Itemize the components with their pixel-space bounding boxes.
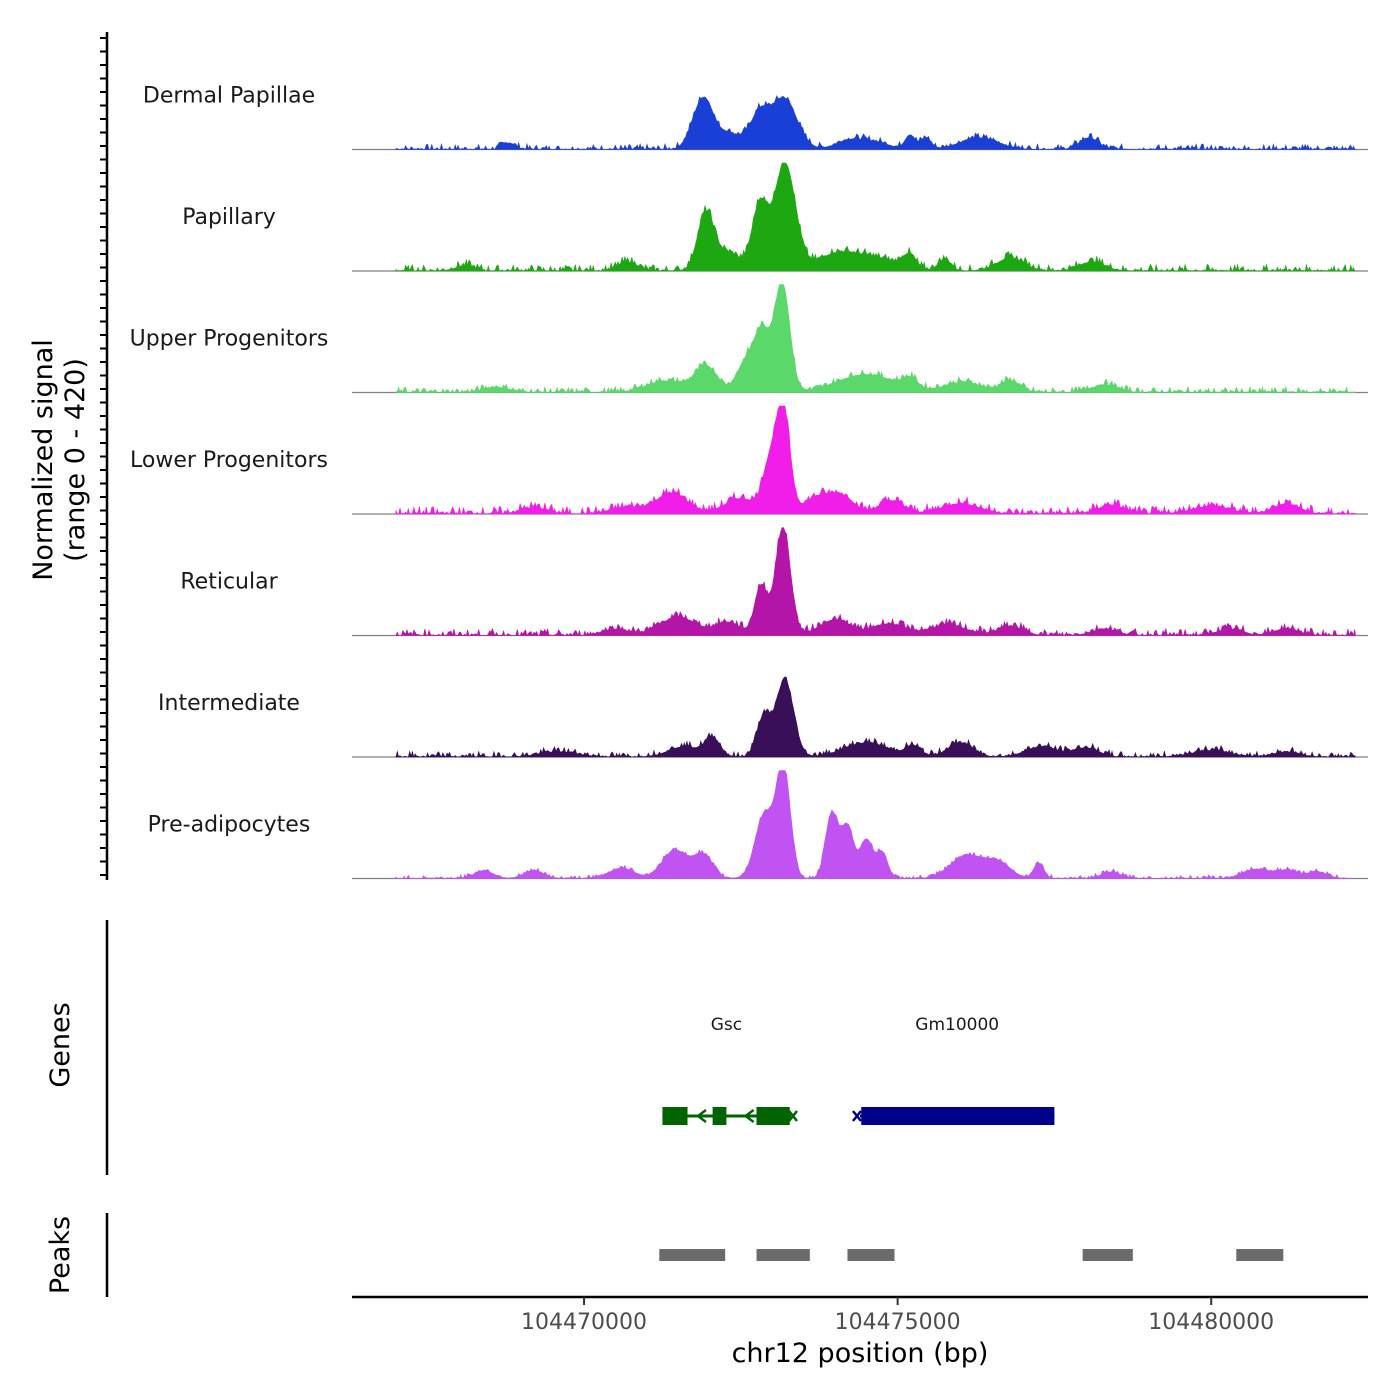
genes-panel-label: Genes <box>45 1002 76 1087</box>
coverage-area <box>395 527 1356 637</box>
coverage-area <box>395 405 1357 515</box>
track-lower-progenitors: Lower Progenitors <box>130 405 1368 515</box>
gene-gm10000: Gm10000 <box>852 1015 1055 1125</box>
gene-annotation-panel: Gsc Gm10000 <box>662 1015 1055 1125</box>
gene-exon <box>712 1107 727 1125</box>
strand-arrow <box>695 1109 707 1123</box>
strand-arrow <box>743 1109 755 1123</box>
gene-exon <box>662 1107 688 1125</box>
y-axis-title-line1: Normalized signal <box>28 339 59 581</box>
peak-region <box>1236 1249 1284 1261</box>
track-pre-adipocytes: Pre-adipocytes <box>148 770 1368 880</box>
coverage-area <box>395 284 1357 394</box>
peak-regions-panel <box>659 1249 1284 1261</box>
peak-region <box>1082 1249 1133 1261</box>
coverage-area <box>395 162 1356 273</box>
x-axis-ticks: 104470000 104475000 104480000 <box>521 1297 1274 1335</box>
track-label: Upper Progenitors <box>130 327 329 352</box>
gene-label: Gsc <box>711 1015 742 1035</box>
coverage-tracks: Dermal Papillae Papillary Upper Progenitor… <box>130 84 1368 880</box>
strand-arrow <box>788 1110 798 1122</box>
coverage-area <box>395 770 1356 879</box>
peak-region <box>659 1249 726 1261</box>
track-reticular: Reticular <box>180 527 1368 637</box>
track-upper-progenitors: Upper Progenitors <box>130 284 1368 394</box>
track-label: Papillary <box>182 205 276 230</box>
gene-label: Gm10000 <box>915 1015 999 1035</box>
strand-arrow <box>852 1110 862 1122</box>
coverage-area <box>395 676 1356 758</box>
track-label: Pre-adipocytes <box>148 813 311 838</box>
x-axis-tick-label: 104480000 <box>1148 1310 1274 1335</box>
gene-exon <box>756 1107 790 1125</box>
track-intermediate: Intermediate <box>158 676 1368 758</box>
coverage-area <box>395 95 1357 151</box>
peak-region <box>756 1249 810 1261</box>
gene-exon <box>861 1107 1055 1125</box>
peaks-panel-label: Peaks <box>45 1216 76 1294</box>
track-papillary: Papillary <box>182 162 1368 273</box>
y-axis-title-line2: (range 0 - 420) <box>60 358 91 562</box>
signal-y-axis-ticks <box>100 37 107 876</box>
gene-gsc: Gsc <box>662 1015 798 1125</box>
track-label: Reticular <box>180 570 278 595</box>
track-dermal-papillae: Dermal Papillae <box>143 84 1368 151</box>
x-axis-tick-label: 104470000 <box>521 1310 647 1335</box>
track-label: Lower Progenitors <box>130 448 328 473</box>
track-label: Dermal Papillae <box>143 84 315 109</box>
x-axis-title: chr12 position (bp) <box>732 1338 989 1369</box>
peak-region <box>847 1249 895 1261</box>
x-axis-tick-label: 104475000 <box>835 1310 961 1335</box>
track-label: Intermediate <box>158 691 300 716</box>
